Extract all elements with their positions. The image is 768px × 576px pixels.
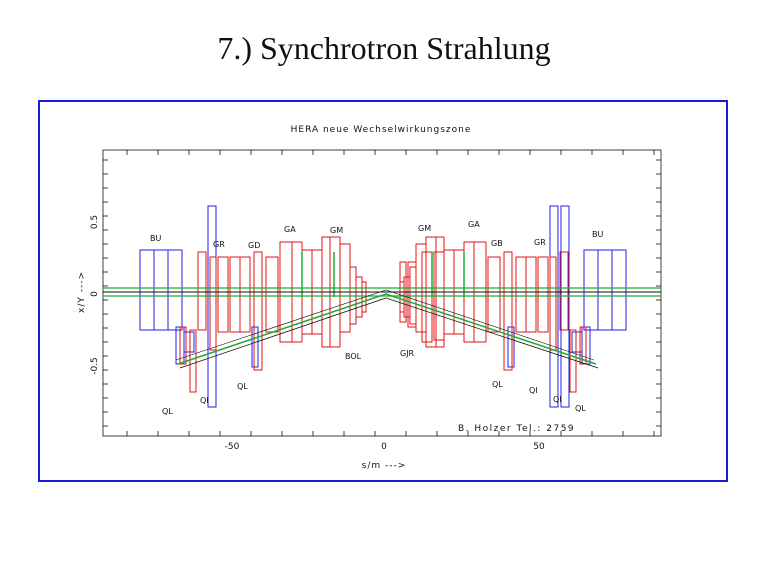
magnet-element <box>525 256 537 333</box>
magnet-label: QI <box>529 386 538 395</box>
x-tick-label: -50 <box>225 442 240 452</box>
magnet-label: QL <box>492 380 503 389</box>
magnet-label: GB <box>491 239 503 248</box>
magnet-element <box>597 249 613 331</box>
magnet-label: GM <box>330 226 343 235</box>
magnet-element <box>253 251 263 371</box>
y-tick-label: 0 <box>90 291 100 297</box>
magnet-label: QL <box>237 382 248 391</box>
magnet-label: GR <box>213 240 225 249</box>
synchrotron-fan <box>175 289 595 361</box>
magnet-label: QI <box>200 396 209 405</box>
magnet-element <box>569 329 577 393</box>
magnet-element <box>421 251 433 343</box>
magnet-label: BOL <box>345 352 362 361</box>
magnet-element <box>571 331 583 353</box>
beamline-diagram: HERA neue Wechselwirkungszone 0.5 0 -0.5… <box>77 125 662 471</box>
beam-orbits <box>103 287 661 369</box>
magnet-element <box>229 256 241 333</box>
magnet-label: GJR <box>400 349 415 358</box>
magnet-label: QL <box>162 407 173 416</box>
magnet-elements <box>139 205 627 408</box>
x-tick-label: 50 <box>533 442 545 452</box>
magnet-element <box>251 326 259 368</box>
y-axis-label: x/Y ---> <box>77 271 87 313</box>
x-axis-label: s/m ---> <box>362 461 407 471</box>
magnet-label: GR <box>534 238 546 247</box>
y-tick-label: -0.5 <box>90 357 100 375</box>
magnet-element <box>197 251 207 331</box>
x-tick-label: 0 <box>381 442 387 452</box>
magnet-element <box>503 251 513 371</box>
magnet-label: QL <box>575 404 586 413</box>
magnet-element <box>549 205 559 408</box>
magnet-element <box>399 281 405 313</box>
axes-box <box>102 149 662 437</box>
plot-title: HERA neue Wechselwirkungszone <box>291 125 472 135</box>
magnet-label: GM <box>418 224 431 233</box>
magnet-element <box>583 249 599 331</box>
magnet-element <box>507 326 515 368</box>
magnet-label: GD <box>248 241 260 250</box>
magnet-label: GA <box>284 225 296 234</box>
slide-title: 7.) Synchrotron Strahlung <box>217 30 551 66</box>
synchrotron-fan <box>177 293 597 365</box>
credit-text: B. Holzer Tel.: 2759 <box>458 424 575 434</box>
magnet-element <box>361 281 367 313</box>
magnet-element <box>179 326 187 365</box>
magnet-element <box>407 261 417 328</box>
magnet-element <box>189 329 197 393</box>
magnet-element <box>611 249 627 331</box>
magnet-element <box>239 256 251 333</box>
magnet-element <box>153 249 169 331</box>
magnet-element <box>559 251 569 331</box>
magnet-label: GA <box>468 220 480 229</box>
magnet-element <box>183 331 195 353</box>
magnet-element <box>549 256 557 351</box>
magnet-element <box>207 205 217 408</box>
magnet-element <box>217 256 229 333</box>
y-tick-label: 0.5 <box>90 215 100 229</box>
magnet-element <box>487 256 501 333</box>
magnet-element <box>560 205 570 408</box>
plot-frame: HERA neue Wechselwirkungszone 0.5 0 -0.5… <box>38 100 728 482</box>
magnet-element <box>579 326 587 365</box>
magnet-label: BU <box>150 234 161 243</box>
magnet-element <box>167 249 183 331</box>
magnet-labels: BU GR GD GA GM GM GA GB GR BU BOL GJR QL… <box>150 220 603 416</box>
tick-marks <box>103 150 661 436</box>
magnet-element <box>355 276 363 318</box>
magnet-label: QI <box>553 395 562 404</box>
magnet-label: BU <box>592 230 603 239</box>
synchrotron-fan <box>179 297 599 369</box>
magnet-element <box>139 249 155 331</box>
magnet-element <box>515 256 527 333</box>
magnet-element <box>537 256 549 333</box>
magnet-element <box>209 256 217 351</box>
magnet-element <box>265 256 279 333</box>
